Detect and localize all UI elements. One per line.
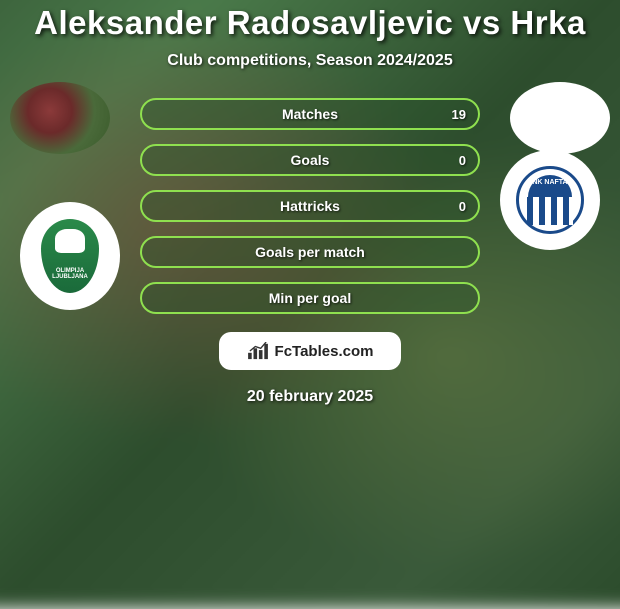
crest-olimpija-label: OLIMPIJALJUBLJANA [52, 268, 88, 281]
footer-brand-text: FcTables.com [275, 343, 374, 360]
stat-label: Hattricks [280, 198, 340, 214]
club-badge-right: NK NAFTA [500, 150, 600, 250]
stat-row: Goals 0 [140, 144, 480, 176]
player-photo-right [510, 82, 610, 154]
stat-label: Matches [282, 106, 338, 122]
date-label: 20 february 2025 [247, 388, 373, 406]
stat-right-value: 0 [459, 153, 466, 168]
photo-placeholder-left [10, 82, 110, 154]
subtitle: Club competitions, Season 2024/2025 [167, 52, 452, 70]
stat-row: Hattricks 0 [140, 190, 480, 222]
crest-olimpija: OLIMPIJALJUBLJANA [41, 219, 99, 293]
footer-brand-badge: FcTables.com [219, 332, 402, 370]
stat-label: Goals per match [255, 244, 365, 260]
stat-row: Goals per match [140, 236, 480, 268]
page-title: Aleksander Radosavljevic vs Hrka [34, 4, 586, 42]
photo-placeholder-right [510, 82, 610, 154]
stat-row: Min per goal [140, 282, 480, 314]
stat-right-value: 0 [459, 199, 466, 214]
crest-nafta: NK NAFTA [516, 166, 584, 234]
content-wrapper: Aleksander Radosavljevic vs Hrka Club co… [0, 0, 620, 580]
crest-nafta-label: NK NAFTA [532, 179, 567, 186]
stats-list: Matches 19 Goals 0 Hattricks 0 Goals per match… [140, 98, 480, 314]
stat-label: Goals [291, 152, 330, 168]
player-photo-left [10, 82, 110, 154]
comparison-area: OLIMPIJALJUBLJANA NK NAFTA Matches 19 Goal… [0, 98, 620, 314]
stat-label: Min per goal [269, 290, 351, 306]
bar-chart-icon [247, 342, 269, 360]
stat-right-value: 19 [452, 107, 466, 122]
stat-row: Matches 19 [140, 98, 480, 130]
club-badge-left: OLIMPIJALJUBLJANA [20, 202, 120, 310]
